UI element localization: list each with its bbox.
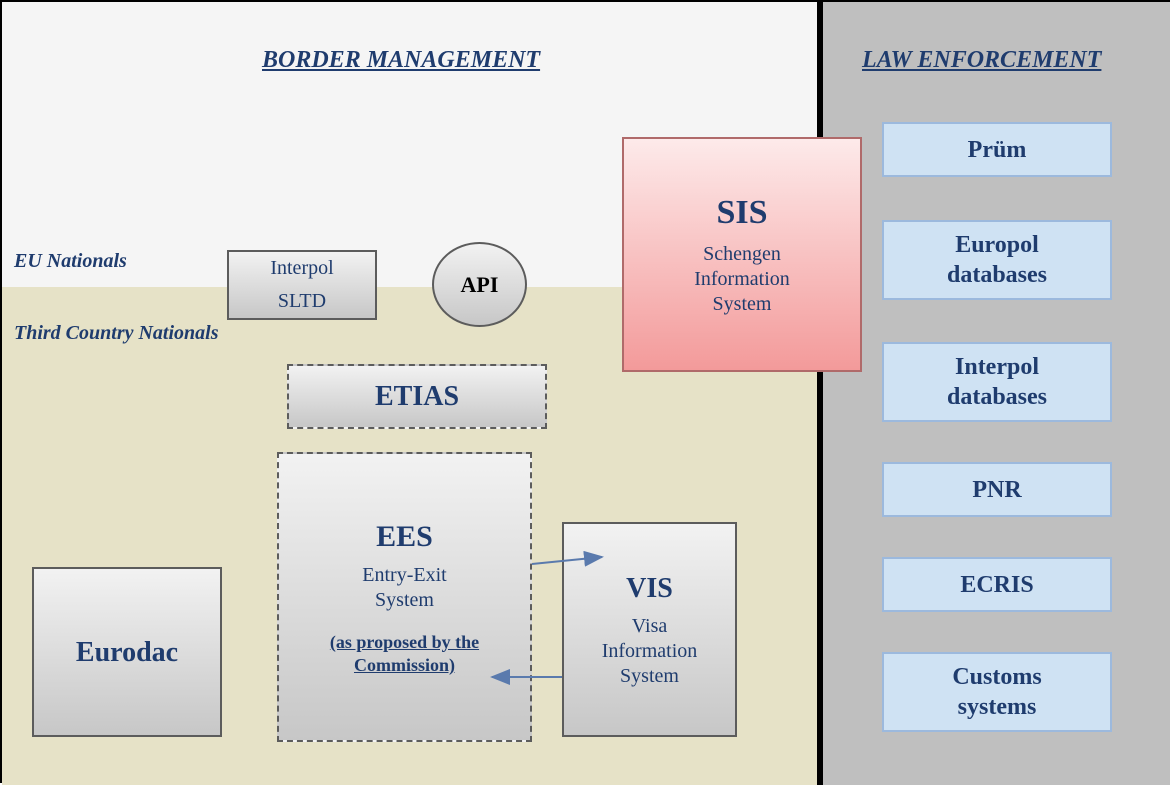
node-sis: SIS Schengen Information System: [622, 137, 862, 372]
diagram-canvas: BORDER MANAGEMENT LAW ENFORCEMENT EU Nat…: [0, 0, 1170, 783]
node-ees: EES Entry-Exit System (as proposed by the …: [277, 452, 532, 742]
node-title: Europol databases: [947, 230, 1047, 290]
label-eu-nationals: EU Nationals: [14, 250, 127, 273]
node-title: ETIAS: [375, 379, 459, 414]
node-title: SIS: [716, 192, 767, 235]
label-third-country-nationals: Third Country Nationals: [14, 322, 219, 345]
node-subtitle: Entry-Exit System: [362, 563, 446, 613]
node-interpol-sltd: Interpol SLTD: [227, 250, 377, 320]
node-pnr: PNR: [882, 462, 1112, 517]
node-title: Interpol: [270, 256, 333, 281]
node-api: API: [432, 242, 527, 327]
node-europol-databases: Europol databases: [882, 220, 1112, 300]
node-note: (as proposed by the Commission): [330, 631, 479, 676]
node-eurodac: Eurodac: [32, 567, 222, 737]
node-subtitle: Schengen Information System: [694, 242, 790, 317]
column-divider: [817, 2, 823, 785]
node-prum: Prüm: [882, 122, 1112, 177]
node-title: Eurodac: [76, 635, 178, 670]
heading-border-management: BORDER MANAGEMENT: [262, 47, 540, 74]
node-title: Interpol databases: [947, 352, 1047, 412]
heading-law-enforcement: LAW ENFORCEMENT: [862, 47, 1101, 74]
node-title: EES: [376, 518, 433, 556]
node-vis: VIS Visa Information System: [562, 522, 737, 737]
node-title: Prüm: [968, 135, 1027, 165]
node-interpol-databases: Interpol databases: [882, 342, 1112, 422]
node-ecris: ECRIS: [882, 557, 1112, 612]
node-subtitle: SLTD: [278, 289, 326, 314]
node-customs-systems: Customs systems: [882, 652, 1112, 732]
node-title: ECRIS: [960, 570, 1033, 600]
node-title: API: [461, 271, 499, 299]
node-subtitle: Visa Information System: [602, 614, 698, 689]
node-etias: ETIAS: [287, 364, 547, 429]
node-title: PNR: [972, 475, 1021, 505]
node-title: VIS: [626, 571, 673, 606]
node-title: Customs systems: [952, 662, 1041, 722]
